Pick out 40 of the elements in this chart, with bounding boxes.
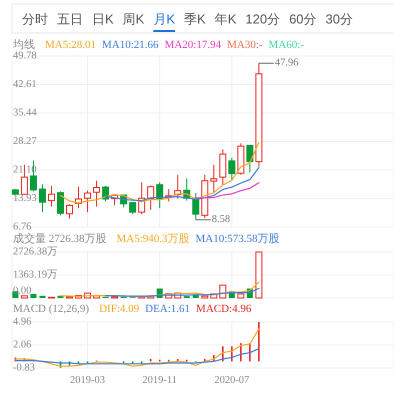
series-label: MACD:4.96 [196, 303, 252, 315]
x-tick-label: 2019-03 [70, 375, 106, 386]
text: 年K [214, 12, 237, 26]
text: 季K [184, 12, 206, 26]
text: MA5:28.01 [45, 39, 96, 51]
x-tick-label: 2020-07 [214, 375, 250, 386]
text: 分时 [22, 12, 48, 26]
y-tick-label: 2726.38万 [13, 245, 58, 258]
x-tick-label: 2019-11 [142, 375, 177, 386]
legend-title: 均线 [12, 38, 35, 51]
text: MA20:17.94 [164, 39, 222, 51]
y-tick-label: 13.93 [13, 192, 37, 204]
y-tick-label: 4.96 [13, 316, 32, 328]
y-tick-label: 1363.19万 [13, 268, 58, 280]
text: 30分 [326, 12, 353, 26]
annotation: 47.96 [274, 58, 299, 69]
legend-label: MA60:- [268, 39, 304, 51]
text: 五日 [57, 12, 83, 26]
text: DEA:1.61 [145, 303, 190, 315]
y-tick-label: -0.83 [13, 362, 35, 374]
text: 月K [153, 12, 176, 26]
legend-title: MACD (12,26,9) [13, 303, 90, 315]
text: 120分 [245, 12, 280, 26]
y-tick-label: 49.78 [13, 50, 37, 62]
text: 周K [122, 12, 145, 26]
y-tick-label: 2.06 [13, 339, 32, 350]
legend-label: MA30:- [227, 39, 263, 51]
text: MA10:573.58万股 [196, 233, 280, 245]
y-tick-label: 35.44 [13, 107, 38, 118]
legend-title: 成交量 2726.38万股 [13, 232, 106, 245]
text: MA10:21.66 [102, 39, 160, 51]
text: MA5:940.3万股 [116, 233, 190, 245]
y-tick-label: 42.61 [13, 78, 37, 90]
annotation: 8.58 [212, 214, 230, 226]
y-tick-label: 28.27 [13, 136, 37, 147]
text: DIF:4.09 [99, 303, 140, 315]
text: 60分 [289, 12, 317, 26]
y-tick-label: 6.76 [13, 221, 32, 232]
y-tick-label: 0.00 [13, 285, 32, 296]
text: 日K [92, 12, 114, 26]
